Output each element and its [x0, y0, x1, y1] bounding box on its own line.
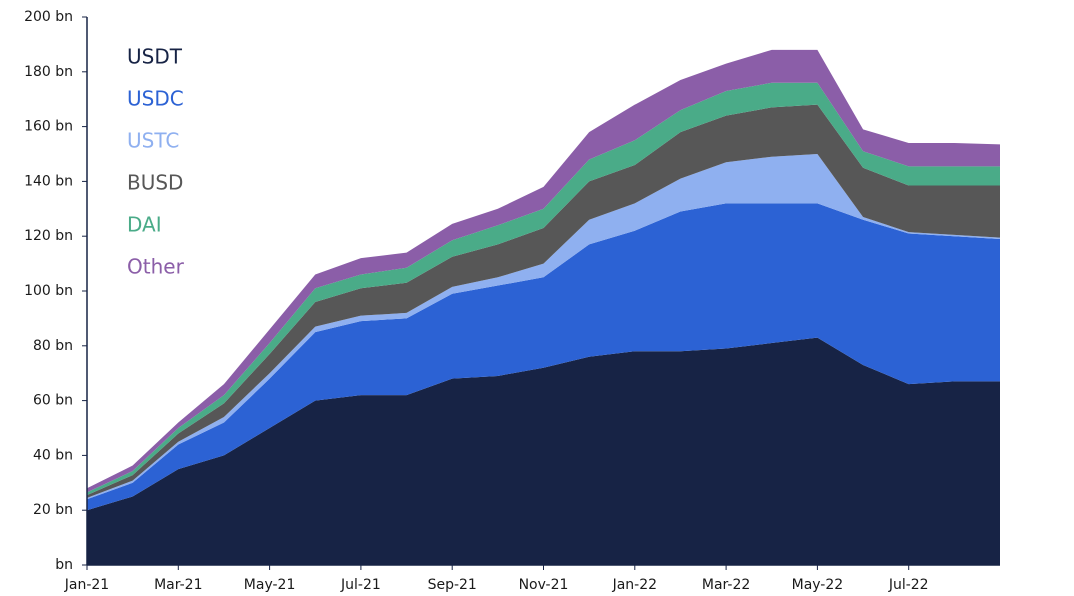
x-tick-label: May-21	[244, 577, 296, 593]
x-tick-label: Jul-22	[888, 577, 929, 593]
area	[87, 203, 1000, 511]
legend-label: USDT	[127, 45, 183, 69]
x-tick-label: May-22	[792, 577, 844, 593]
y-tick-label: 60 bn	[33, 393, 73, 409]
x-tick-label: Mar-22	[702, 577, 750, 593]
y-tick-label: 120 bn	[24, 228, 73, 244]
legend-label: Other	[127, 255, 185, 279]
y-tick-label: bn	[55, 557, 73, 573]
area	[87, 337, 1000, 565]
y-tick-label: 100 bn	[24, 283, 73, 299]
legend-label: USDC	[127, 87, 184, 111]
y-tick-label: 40 bn	[33, 447, 73, 463]
x-tick-label: Jan-21	[64, 577, 109, 593]
x-tick-label: Mar-21	[154, 577, 202, 593]
y-tick-label: 140 bn	[24, 173, 73, 189]
x-tick-label: Nov-21	[519, 577, 569, 593]
y-tick-label: 200 bn	[24, 9, 73, 25]
legend-label: BUSD	[127, 171, 183, 195]
y-tick-label: 80 bn	[33, 338, 73, 354]
y-tick-label: 180 bn	[24, 64, 73, 80]
legend-label: USTC	[127, 129, 179, 153]
x-tick-label: Jan-22	[612, 577, 657, 593]
x-tick-label: Sep-21	[428, 577, 477, 593]
x-tick-label: Jul-21	[340, 577, 381, 593]
legend-label: DAI	[127, 213, 162, 237]
areas	[87, 49, 1000, 565]
y-tick-label: 160 bn	[24, 119, 73, 135]
y-tick-label: 20 bn	[33, 502, 73, 518]
